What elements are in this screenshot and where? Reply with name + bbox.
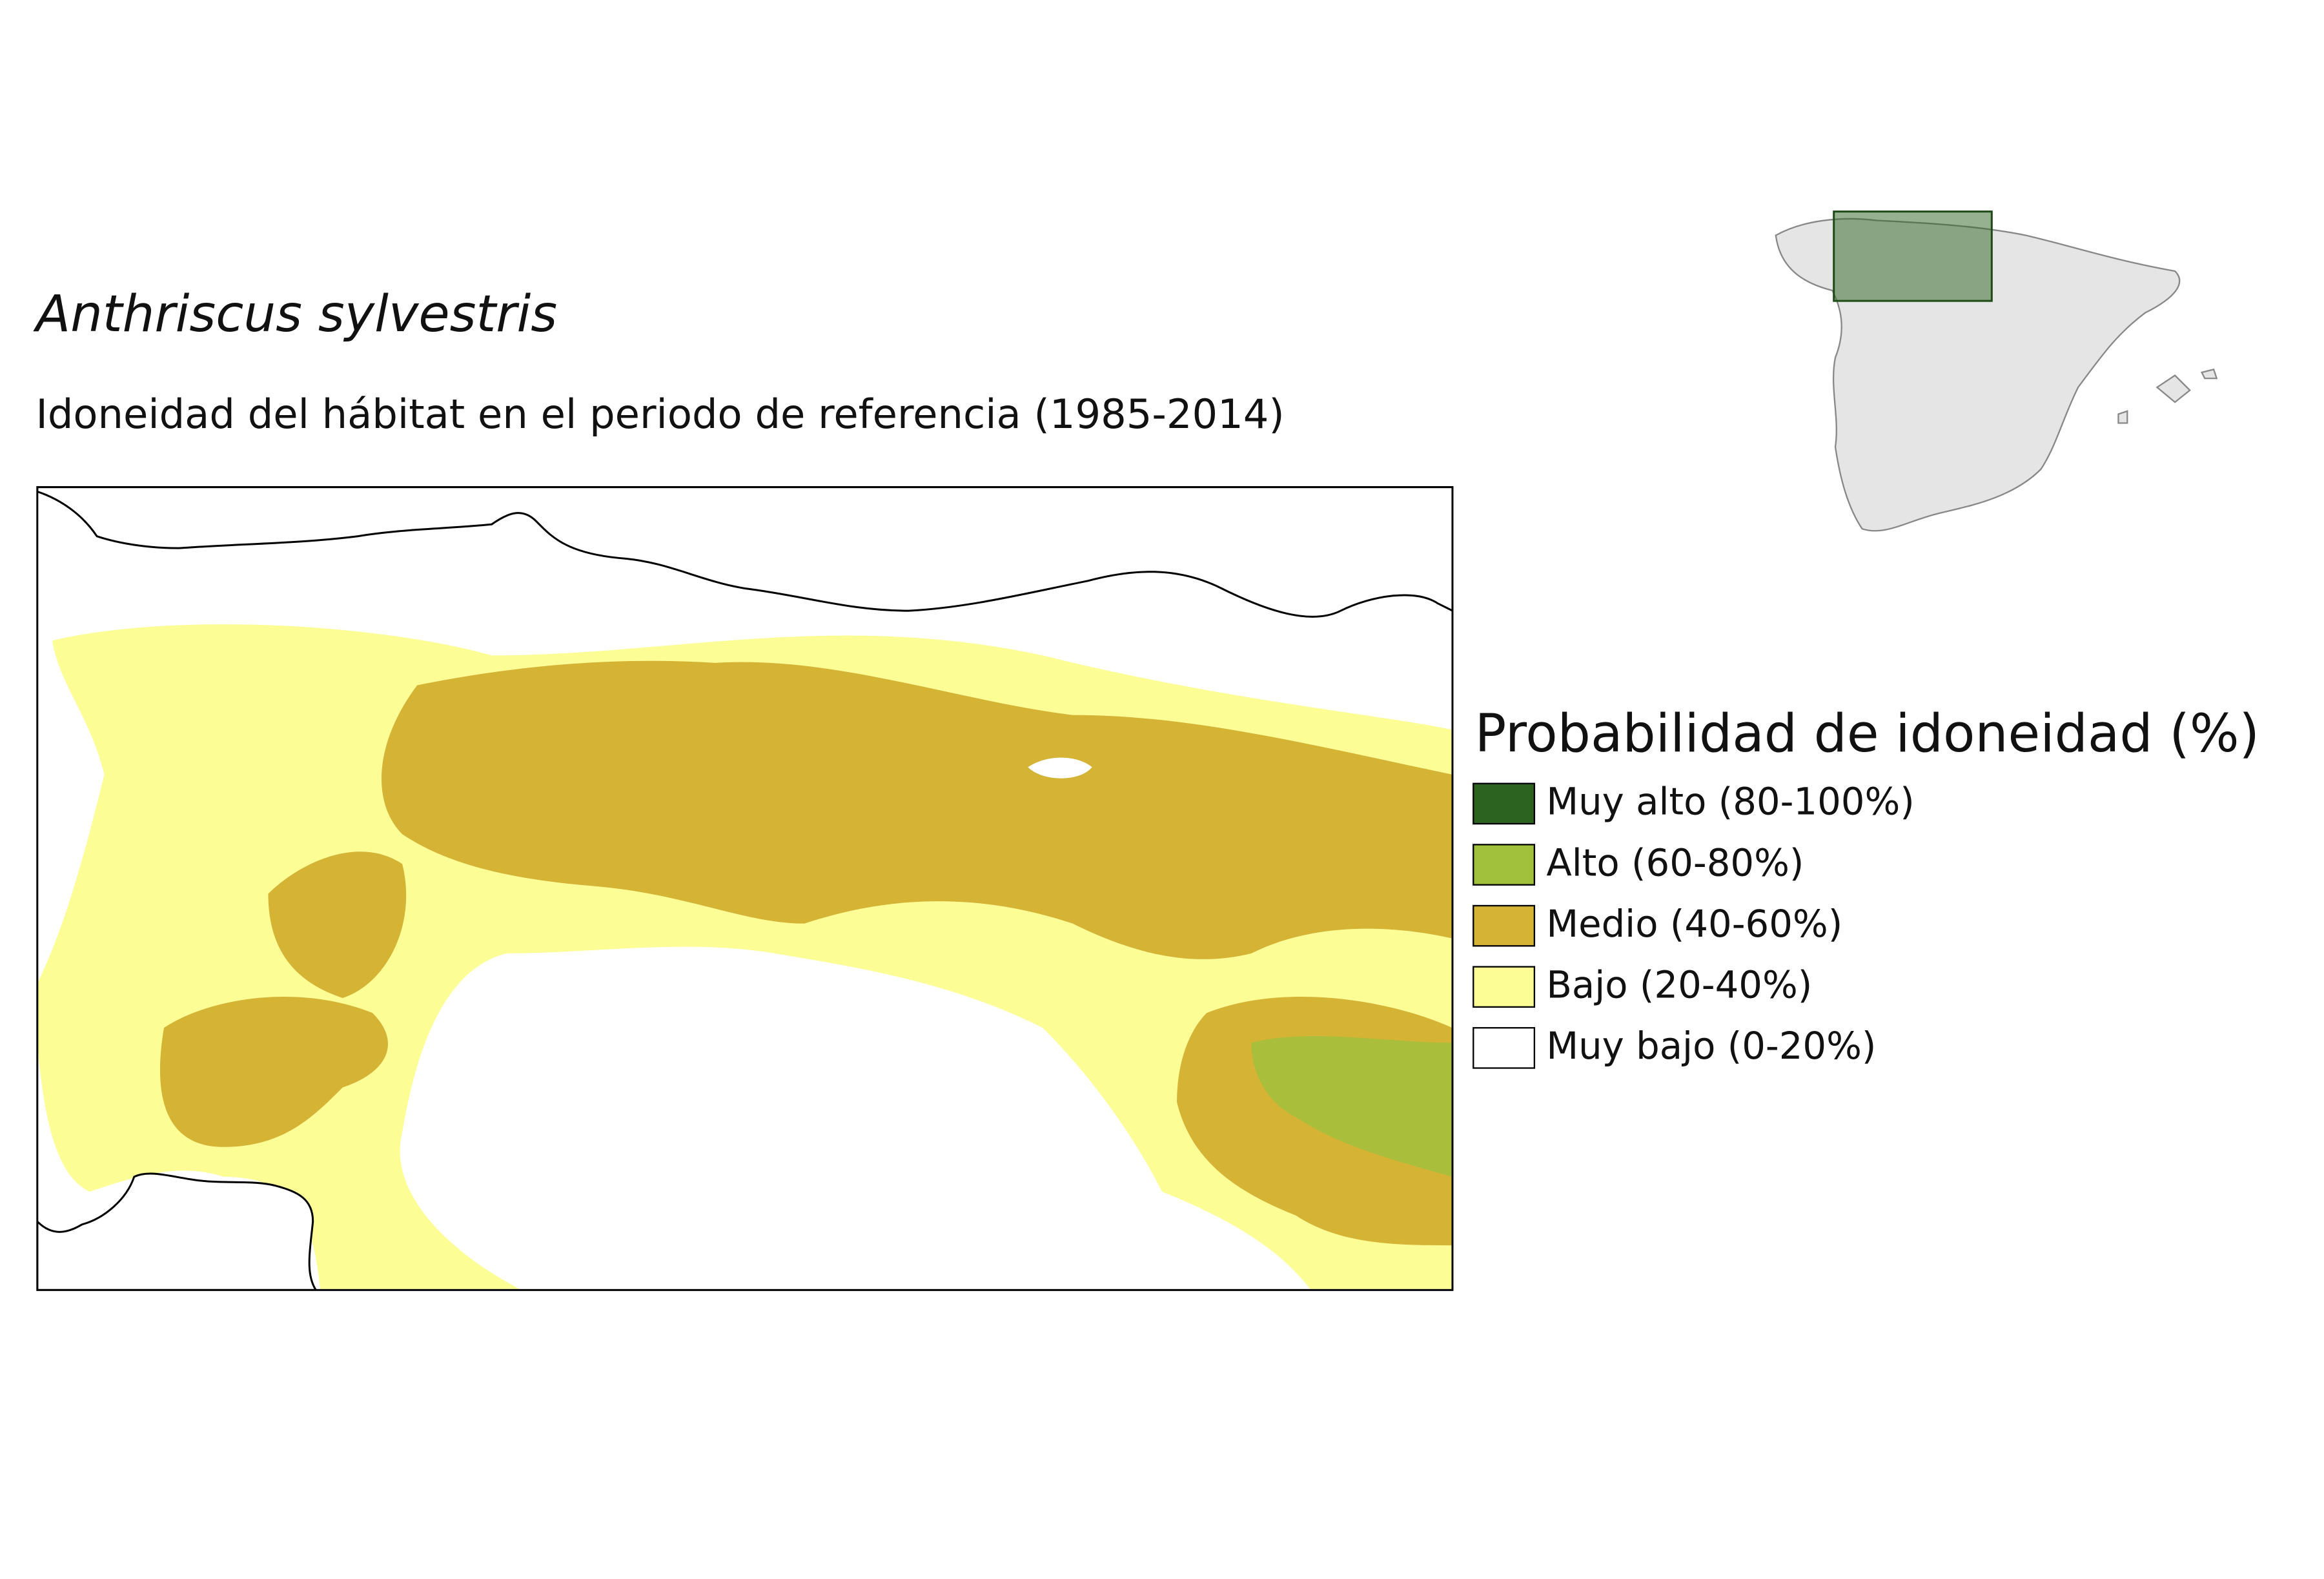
portugal xyxy=(37,1172,318,1290)
study-area-box xyxy=(1833,210,1993,302)
subtitle: Idoneidad del hábitat en el periodo de r… xyxy=(36,391,1284,438)
inset-map xyxy=(1775,210,2218,532)
medium-suitability-area xyxy=(268,851,407,999)
species-title: Anthriscus sylvestris xyxy=(32,284,557,343)
legend-swatch xyxy=(1473,782,1536,825)
legend-swatch xyxy=(1473,904,1536,947)
high-suitability-area xyxy=(1251,1036,1452,1177)
legend-label: Medio (40-60%) xyxy=(1546,902,1842,946)
white-patch xyxy=(1028,757,1092,779)
legend-label: Muy bajo (0-20%) xyxy=(1546,1024,1876,1068)
legend-label: Alto (60-80%) xyxy=(1546,840,1804,884)
legend-swatch xyxy=(1473,1027,1536,1069)
balearic-islands xyxy=(2117,368,2218,424)
sea xyxy=(37,487,1452,618)
map-panel xyxy=(36,486,1454,1291)
legend-swatch xyxy=(1473,966,1536,1008)
legend: Muy alto (80-100%) Alto (60-80%) Medio (40… xyxy=(1473,780,1915,1069)
map-frame xyxy=(36,486,1454,1291)
legend-label: Bajo (20-40%) xyxy=(1546,963,1812,1007)
medium-suitability-area xyxy=(159,996,389,1147)
legend-swatch xyxy=(1473,844,1536,886)
legend-label: Muy alto (80-100%) xyxy=(1546,780,1914,824)
medium-suitability-area xyxy=(381,660,1452,959)
legend-title: Probabilidad de idoneidad (%) xyxy=(1475,704,2259,764)
